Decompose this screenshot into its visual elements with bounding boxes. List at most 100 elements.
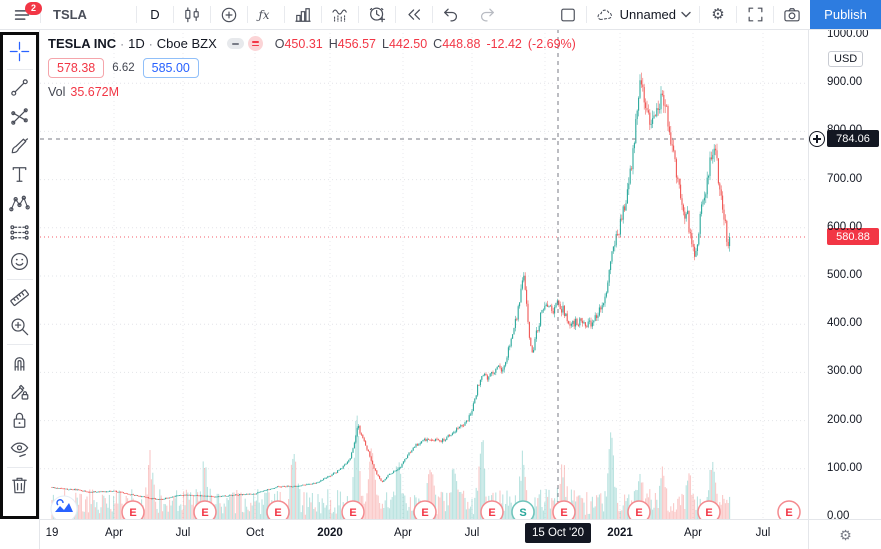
- chart-pane[interactable]: E E E E E E S E E E E TESLA INC · 1D · Cboe BZX O4…: [40, 29, 808, 519]
- time-axis[interactable]: 15 Oct '20 19 Apr Jul Oct 2020 Apr Jul 2021 Apr J…: [40, 519, 808, 549]
- crosshair-icon: [9, 41, 30, 62]
- magnet-tool-button[interactable]: [3, 348, 37, 377]
- crosshair-tool-button[interactable]: [3, 37, 37, 66]
- volume-label: Vol: [48, 85, 66, 99]
- emoji-tool-button[interactable]: [3, 247, 37, 276]
- add-alert-plus-icon[interactable]: [809, 131, 825, 147]
- earnings-marker[interactable]: E: [193, 500, 217, 519]
- y-axis-tick: 500.00: [827, 269, 863, 281]
- open-value: 450.31: [284, 36, 323, 51]
- menu-button[interactable]: 2: [4, 1, 42, 29]
- axis-settings-corner[interactable]: ⚙: [808, 519, 881, 549]
- indicators-button[interactable]: ƒx: [248, 1, 284, 29]
- brush-tool-button[interactable]: [3, 131, 37, 160]
- remove-objects-tool-button[interactable]: [3, 471, 37, 500]
- gann-fibonacci-tool-button[interactable]: [3, 102, 37, 131]
- interval-button[interactable]: D: [137, 1, 173, 29]
- earnings-marker[interactable]: E: [266, 500, 290, 519]
- svg-text:E: E: [129, 507, 136, 519]
- hide-all-drawings-icon: [10, 442, 29, 458]
- alert-button[interactable]: [359, 1, 395, 29]
- earnings-marker[interactable]: E: [341, 500, 365, 519]
- symbol-label: TSLA: [53, 7, 87, 22]
- lock-all-drawings-tool-button[interactable]: [3, 406, 37, 435]
- symbol-title[interactable]: TESLA INC: [48, 36, 117, 51]
- ruler-icon: [10, 289, 29, 306]
- y-axis-tick: 900.00: [827, 76, 863, 89]
- x-axis-tick: Oct: [246, 527, 264, 539]
- hide-symbol-icon[interactable]: [226, 38, 244, 49]
- zoom-in-icon: [11, 318, 29, 336]
- redo-button[interactable]: [469, 1, 505, 29]
- toolbar-separator: [585, 6, 587, 23]
- x-axis-tick: 19: [45, 527, 59, 539]
- replay-button[interactable]: [396, 1, 432, 29]
- x-axis-tick: 2020: [317, 527, 343, 539]
- ruler-tool-button[interactable]: [3, 283, 37, 312]
- legend-interval[interactable]: 1D: [128, 36, 145, 51]
- x-axis-tick: 2021: [607, 527, 633, 539]
- x-axis-tick: Jul: [175, 527, 191, 539]
- toolbar-separator: [395, 6, 396, 23]
- grid-layer: [40, 29, 808, 519]
- snapshot-button[interactable]: [774, 1, 810, 29]
- more-options-icon[interactable]: [247, 36, 263, 51]
- low-value: 442.50: [388, 36, 428, 51]
- sidebar-separator: [6, 69, 33, 70]
- symbol-search-button[interactable]: TSLA: [41, 1, 136, 29]
- save-layout-button[interactable]: Unnamed: [587, 1, 699, 29]
- hide-all-drawings-tool-button[interactable]: [3, 435, 37, 464]
- earnings-marker[interactable]: E: [480, 500, 504, 519]
- xabcd-pattern-tool-button[interactable]: [3, 189, 37, 218]
- tradingview-logo[interactable]: [50, 495, 78, 519]
- legend-separator: ·: [120, 36, 125, 51]
- y-axis-tick: 200.00: [827, 413, 863, 426]
- undo-icon: [444, 8, 458, 21]
- currency-badge[interactable]: USD: [828, 51, 864, 67]
- bid-price-pill[interactable]: 578.38: [48, 58, 105, 78]
- x-axis-tick: Apr: [684, 527, 702, 539]
- toolbar-separator: [173, 6, 174, 23]
- bar-chart-icon: [295, 7, 311, 22]
- publish-button[interactable]: Publish: [810, 0, 881, 29]
- remove-objects-icon: [12, 477, 27, 494]
- stay-in-drawing-mode-icon: [11, 384, 29, 400]
- replay-rewind-icon: [408, 8, 421, 20]
- earnings-marker[interactable]: E: [697, 500, 721, 519]
- earnings-marker[interactable]: E: [627, 500, 651, 519]
- ohlc-readout: O450.31 H456.57 L442.50 C448.88 -12.42 (…: [274, 36, 576, 51]
- layout-select-button[interactable]: [550, 1, 586, 29]
- svg-text:E: E: [421, 507, 428, 519]
- trend-line-tool-button[interactable]: [3, 73, 37, 102]
- price-axis[interactable]: USD 784.06 580.88 1000.00 900.00 800.00 700…: [808, 28, 881, 522]
- y-axis-tick: 600.00: [827, 220, 863, 233]
- spread-value: 6.62: [112, 62, 135, 74]
- sidebar-separator: [6, 279, 33, 280]
- earnings-marker[interactable]: E: [413, 500, 437, 519]
- text-tool-button[interactable]: [3, 160, 37, 189]
- fullscreen-button[interactable]: [737, 1, 773, 29]
- forecast-tool-button[interactable]: [3, 218, 37, 247]
- stay-in-drawing-mode-tool-button[interactable]: [3, 377, 37, 406]
- compare-button[interactable]: [211, 1, 247, 29]
- earnings-marker[interactable]: E: [552, 500, 576, 519]
- toolbar-separator: [321, 6, 322, 23]
- svg-text:E: E: [488, 507, 495, 519]
- chart-properties-button[interactable]: ⚙: [700, 1, 736, 29]
- earnings-marker[interactable]: E: [121, 500, 145, 519]
- svg-text:E: E: [785, 507, 792, 519]
- notifications-badge[interactable]: 2: [25, 1, 42, 15]
- svg-text:E: E: [705, 507, 712, 519]
- chart-style-button[interactable]: [174, 1, 210, 29]
- ask-price-pill[interactable]: 585.00: [142, 58, 199, 78]
- split-marker[interactable]: S: [511, 500, 535, 519]
- zoom-in-tool-button[interactable]: [3, 312, 37, 341]
- earnings-marker[interactable]: E: [777, 500, 801, 519]
- undo-button[interactable]: [433, 1, 469, 29]
- emoji-icon: [11, 253, 28, 270]
- technicals-button[interactable]: [322, 1, 358, 29]
- indicator-templates-button[interactable]: [285, 1, 321, 29]
- svg-text:E: E: [635, 507, 642, 519]
